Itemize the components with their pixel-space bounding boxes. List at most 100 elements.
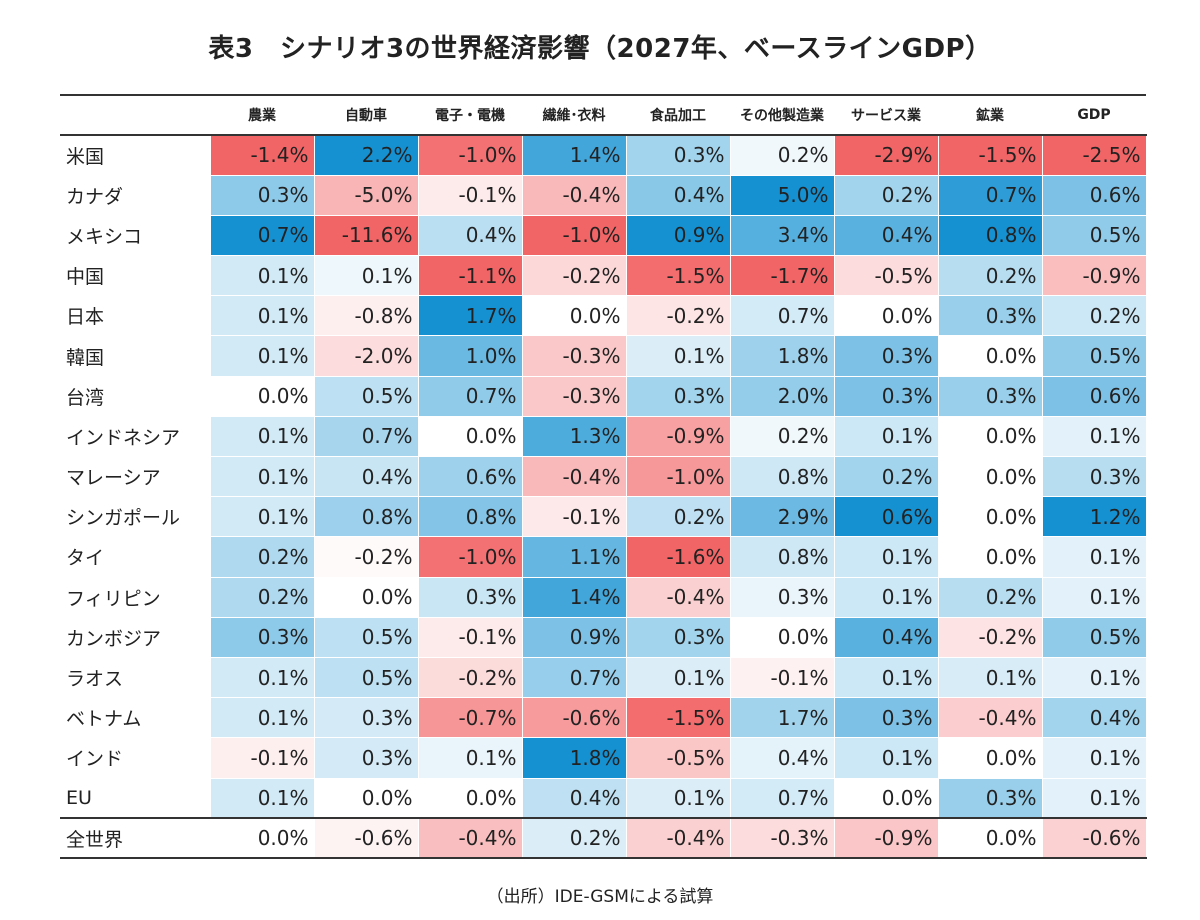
heatmap-cell: -0.9% — [833, 817, 939, 860]
heatmap-cell: 1.3% — [521, 415, 627, 458]
heatmap-cell: 0.1% — [1041, 576, 1147, 618]
heatmap-cell: 0.5% — [1041, 616, 1147, 658]
row-label: マレーシア — [66, 467, 161, 490]
heatmap-cell: -0.5% — [625, 737, 731, 779]
column-header: 自動車 — [314, 94, 418, 136]
heatmap-cell: 0.3% — [625, 616, 731, 658]
heatmap-cell: 0.1% — [625, 335, 731, 377]
heatmap-cell: 1.8% — [521, 737, 627, 779]
heatmap-cell: -0.6% — [313, 817, 419, 860]
heatmap-cell: 0.1% — [833, 415, 939, 458]
heatmap-cell: 0.0% — [313, 576, 419, 618]
row-label: EU — [66, 786, 92, 809]
heatmap-cell: 0.1% — [209, 415, 315, 458]
heatmap-cell: 0.2% — [937, 255, 1043, 297]
heatmap-cell: 0.1% — [833, 576, 939, 618]
column-header: 鉱業 — [938, 94, 1042, 136]
row-label: カンボジア — [66, 627, 162, 650]
heatmap-cell: 0.1% — [209, 455, 315, 498]
table-body: 米国 -1.4% 2.2% -1.0% 1.4% 0.3% 0.2% -2.9% -1.5% -2… — [60, 134, 1147, 860]
heatmap-cell: 0.2% — [521, 817, 627, 860]
heatmap-cell: -0.4% — [521, 174, 627, 216]
heatmap-cell: 0.7% — [729, 777, 835, 819]
table-row: メキシコ 0.7% -11.6% 0.4% -1.0% 0.9% 3.4% 0.4% 0.8% 0… — [60, 214, 1147, 257]
row-label: シンガポール — [66, 507, 181, 530]
heatmap-cell: 0.5% — [313, 616, 419, 658]
row-label: 韓国 — [66, 346, 105, 369]
heatmap-cell: -0.9% — [625, 415, 731, 458]
heatmap-cell: -1.0% — [417, 536, 523, 578]
heatmap-cell: 0.3% — [937, 375, 1043, 417]
heatmap-cell: 1.4% — [521, 576, 627, 618]
row-label: 米国 — [66, 146, 105, 169]
row-label: 全世界 — [60, 817, 210, 860]
heatmap-cell: 3.4% — [729, 214, 835, 257]
column-header: GDP — [1042, 94, 1146, 136]
heatmap-cell: -0.2% — [625, 295, 731, 337]
heatmap-cell: -0.2% — [521, 255, 627, 297]
heatmap-cell: -1.1% — [417, 255, 523, 297]
table-row: 韓国 0.1% -2.0% 1.0% -0.3% 0.1% 1.8% 0.3% 0.0% 0.5% — [60, 335, 1147, 377]
heatmap-cell: 0.1% — [833, 656, 939, 699]
heatmap-cell: 0.1% — [625, 656, 731, 699]
heatmap-table: 農業 自動車 電子・電機 繊維･衣料 食品加工 その他製造業 サービス業 鉱業 GDP 米国 -1… — [60, 94, 1147, 860]
heatmap-cell: 0.5% — [313, 375, 419, 417]
heatmap-cell: 0.0% — [937, 817, 1043, 860]
heatmap-cell: 0.1% — [209, 255, 315, 297]
heatmap-cell: 0.8% — [313, 496, 419, 538]
heatmap-cell: 0.0% — [937, 496, 1043, 538]
heatmap-cell: 5.0% — [729, 174, 835, 216]
heatmap-cell: 0.9% — [625, 214, 731, 257]
heatmap-cell: 0.4% — [833, 616, 939, 658]
heatmap-cell: 0.0% — [209, 817, 315, 860]
row-label: 中国 — [66, 266, 105, 289]
heatmap-cell: 0.1% — [1041, 777, 1147, 819]
heatmap-cell: 0.0% — [521, 295, 627, 337]
heatmap-cell: -0.2% — [313, 536, 419, 578]
heatmap-cell: 0.3% — [833, 335, 939, 377]
heatmap-cell: 0.8% — [937, 214, 1043, 257]
heatmap-cell: 0.4% — [313, 455, 419, 498]
heatmap-cell: 0.8% — [417, 496, 523, 538]
heatmap-cell: 0.4% — [417, 214, 523, 257]
heatmap-cell: 1.1% — [521, 536, 627, 578]
heatmap-cell: -2.5% — [1041, 134, 1147, 176]
heatmap-cell: -1.4% — [209, 134, 315, 176]
table-row: インド -0.1% 0.3% 0.1% 1.8% -0.5% 0.4% 0.1% 0.0% 0.1… — [60, 737, 1147, 779]
heatmap-cell: 0.7% — [417, 375, 523, 417]
heatmap-cell: -0.1% — [209, 737, 315, 779]
heatmap-cell: -0.1% — [729, 656, 835, 699]
heatmap-cell: 0.3% — [833, 375, 939, 417]
heatmap-cell: 0.1% — [833, 737, 939, 779]
heatmap-cell: -0.6% — [521, 697, 627, 739]
heatmap-cell: 0.0% — [729, 616, 835, 658]
heatmap-cell: 0.1% — [833, 536, 939, 578]
heatmap-cell: 1.0% — [417, 335, 523, 377]
heatmap-cell: 0.1% — [209, 496, 315, 538]
heatmap-cell: 0.1% — [209, 697, 315, 739]
row-label: メキシコ — [66, 225, 143, 248]
heatmap-cell: 0.1% — [209, 335, 315, 377]
heatmap-cell: 0.0% — [417, 777, 523, 819]
heatmap-cell: 0.6% — [1041, 174, 1147, 216]
heatmap-cell: -2.0% — [313, 335, 419, 377]
column-header: 繊維･衣料 — [522, 94, 626, 136]
heatmap-cell: 0.3% — [625, 134, 731, 176]
heatmap-cell: 0.1% — [417, 737, 523, 779]
heatmap-cell: 0.2% — [209, 536, 315, 578]
row-label: タイ — [66, 547, 105, 570]
heatmap-cell: -0.4% — [521, 455, 627, 498]
heatmap-cell: 0.3% — [209, 174, 315, 216]
row-label: フィリピン — [66, 587, 161, 610]
column-header: 電子・電機 — [418, 94, 522, 136]
table-row: EU 0.1% 0.0% 0.0% 0.4% 0.1% 0.7% 0.0% 0.3% 0.1% — [60, 777, 1147, 819]
source-note: （出所）IDE-GSMによる試算 — [486, 887, 714, 907]
heatmap-cell: 0.6% — [1041, 375, 1147, 417]
heatmap-cell: 0.3% — [729, 576, 835, 618]
heatmap-cell: -0.3% — [521, 335, 627, 377]
heatmap-cell: 0.3% — [313, 697, 419, 739]
heatmap-cell: 0.3% — [417, 576, 523, 618]
heatmap-cell: 2.0% — [729, 375, 835, 417]
heatmap-cell: -11.6% — [313, 214, 419, 257]
heatmap-cell: -0.3% — [521, 375, 627, 417]
